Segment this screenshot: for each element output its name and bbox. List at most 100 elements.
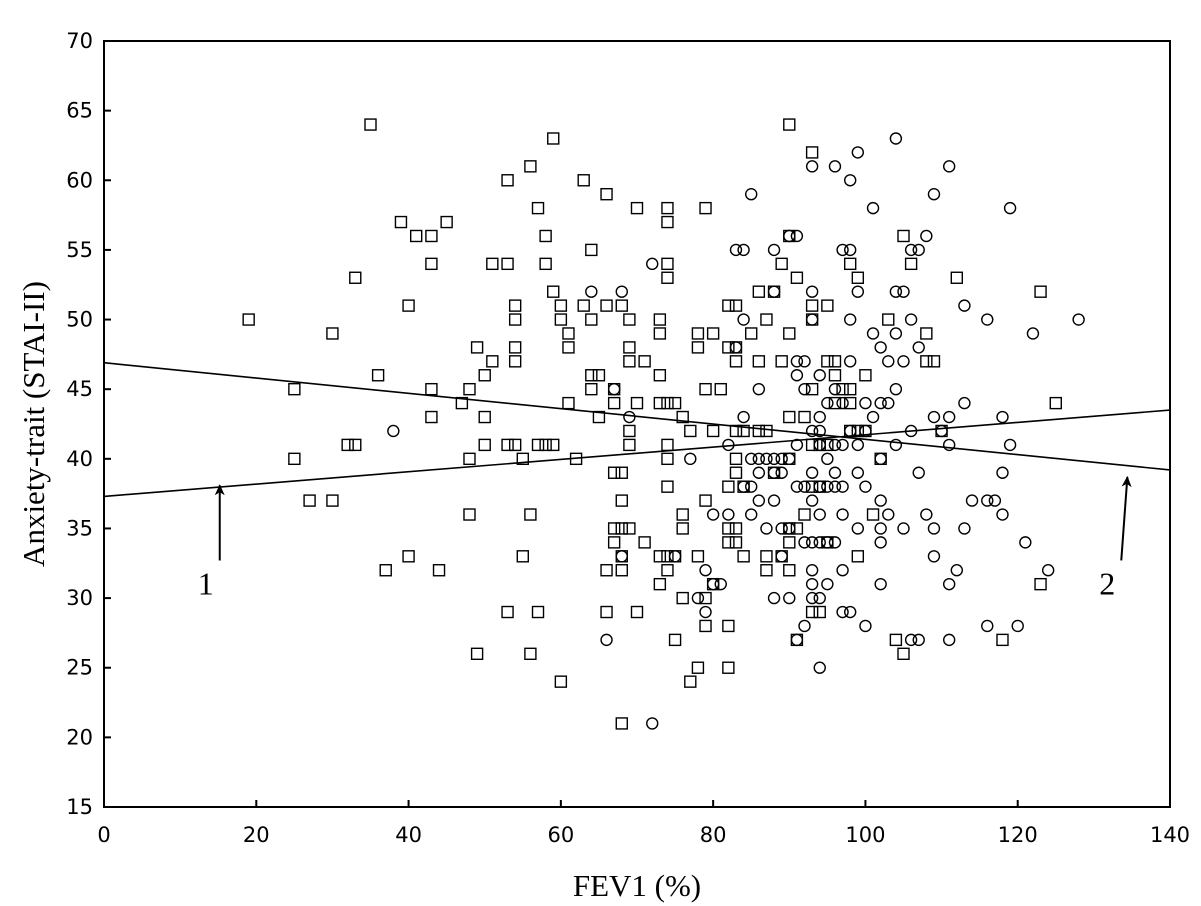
square-point [364, 118, 377, 131]
x-axis-title: FEV1 (%) [573, 868, 701, 903]
square-point [630, 396, 644, 410]
circle-point [844, 605, 857, 619]
circle-point [805, 160, 819, 173]
square-point [684, 424, 697, 438]
circle-point [813, 480, 826, 493]
square-point [722, 299, 735, 312]
y-tick-label: 40 [66, 447, 93, 471]
circle-point [805, 591, 819, 605]
circle-point [722, 508, 735, 521]
square-point [562, 341, 575, 354]
square-point [668, 633, 682, 647]
circle-point [851, 466, 865, 479]
square-point [676, 522, 689, 535]
square-point [585, 382, 598, 396]
x-tick-label: 100 [845, 823, 885, 847]
square-point [760, 550, 773, 563]
circle-point [942, 577, 956, 591]
square-point [691, 341, 705, 354]
square-point [722, 536, 735, 549]
square-point [699, 591, 712, 605]
square-point [737, 424, 750, 438]
square-point [516, 550, 529, 563]
circle-point [851, 522, 865, 535]
x-tick-label: 140 [1150, 823, 1190, 847]
circle-point [783, 452, 796, 466]
circle-point [1072, 313, 1085, 326]
x-tick-label: 80 [700, 823, 727, 847]
square-point [699, 619, 712, 633]
square-point [1034, 285, 1047, 298]
square-point [851, 271, 865, 284]
square-point [478, 369, 491, 382]
square-point [889, 633, 903, 647]
square-point [783, 410, 796, 424]
circle-point [821, 396, 834, 410]
circle-point [889, 327, 903, 340]
y-tick-label: 70 [66, 29, 93, 53]
circle-point [775, 550, 788, 563]
circle-point [897, 355, 910, 368]
square-point [562, 327, 575, 340]
square-point [630, 605, 644, 619]
square-point [425, 410, 438, 424]
circle-point [859, 396, 872, 410]
circle-point [752, 494, 766, 507]
square-point [623, 341, 636, 354]
circle-point [813, 591, 826, 605]
square-point [455, 396, 469, 410]
circle-point [851, 285, 865, 298]
circle-point [927, 522, 941, 535]
square-point [607, 396, 621, 410]
circle-point [790, 480, 804, 493]
circle-point [805, 313, 819, 326]
circle-point [912, 466, 925, 479]
x-axis: 0 20 40 60 80 100 120 140 [97, 800, 1190, 847]
square-point [691, 327, 705, 340]
square-point [585, 313, 598, 326]
square-point [722, 341, 735, 354]
square-point [661, 550, 674, 563]
square-point [729, 466, 743, 479]
circle-point [706, 577, 720, 591]
circle-point [912, 341, 925, 354]
circle-point [767, 466, 781, 479]
square-point [508, 341, 522, 354]
circle-point [775, 452, 788, 466]
square-point [402, 550, 415, 563]
square-point [501, 605, 514, 619]
y-tick-label: 65 [66, 99, 93, 123]
square-point [920, 355, 933, 368]
square-point [463, 382, 476, 396]
circle-point [996, 508, 1009, 521]
circle-point [813, 410, 826, 424]
square-point [790, 522, 804, 535]
circle-point [790, 633, 804, 647]
square-point [508, 299, 522, 312]
circle-point [836, 605, 849, 619]
square-point [676, 410, 689, 424]
square-point [554, 299, 568, 312]
square-point [722, 619, 735, 633]
circle-point [904, 243, 918, 257]
circle-point [874, 536, 887, 549]
square-point [653, 369, 667, 382]
circle-point [615, 285, 628, 298]
square-point [897, 229, 910, 243]
x-tick-label: 120 [998, 823, 1038, 847]
circle-point [813, 438, 826, 452]
circle-point [790, 369, 804, 382]
circle-point [760, 452, 773, 466]
square-point [371, 369, 385, 382]
square-point [836, 382, 849, 396]
square-point [288, 452, 301, 466]
square-point [1049, 396, 1062, 410]
square-point [531, 438, 545, 452]
circle-point [783, 229, 796, 243]
circle-point [737, 480, 750, 493]
square-point [699, 382, 712, 396]
circle-point [821, 452, 834, 466]
circle-point [874, 341, 887, 354]
circle-point [996, 410, 1009, 424]
y-tick-label: 45 [66, 377, 93, 401]
